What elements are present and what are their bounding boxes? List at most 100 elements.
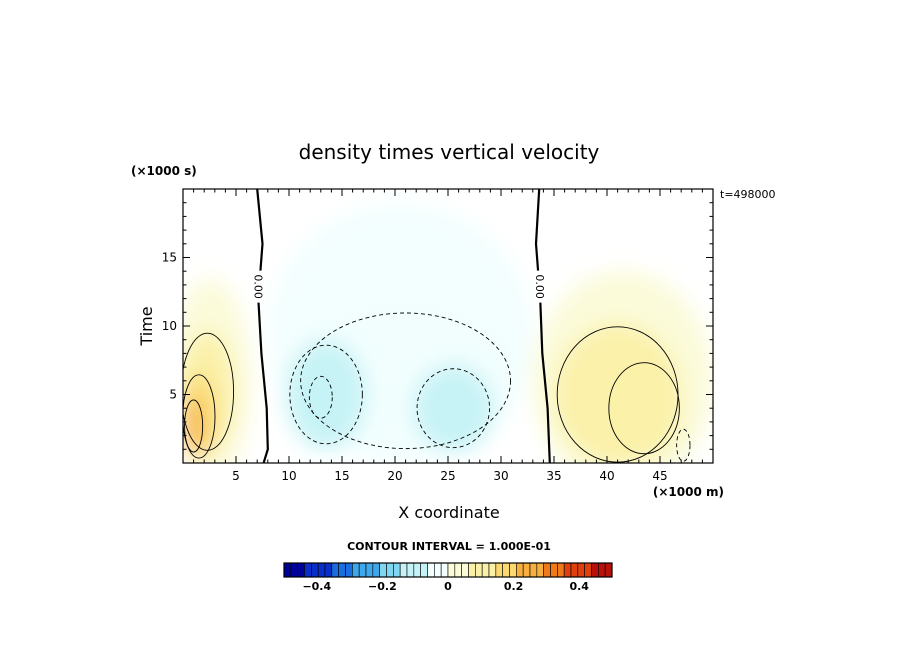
x-unit-label: (×1000 m): [653, 485, 724, 499]
zero-contour-0: [256, 189, 269, 463]
x-axis-label: X coordinate: [398, 503, 499, 522]
colorbar-cell-20: [420, 562, 428, 578]
colorbar-cell-9: [345, 562, 353, 578]
x-tick-label-15: 15: [334, 469, 349, 483]
colorbar-cell-11: [358, 562, 367, 578]
colorbar-cell-18: [406, 562, 415, 578]
colorbar-cell-13: [372, 562, 380, 578]
x-tick-label-30: 30: [493, 469, 508, 483]
plot-area: [183, 189, 713, 463]
positive-contour-3: [184, 399, 204, 453]
positive-contour-6: [608, 362, 680, 455]
colorbar-tick-label-3: 0.2: [504, 580, 524, 593]
x-tick-label-10: 10: [281, 469, 296, 483]
colorbar-cell-14: [379, 562, 387, 578]
colorbar-frame: [283, 562, 613, 578]
colorbar-cell-34: [516, 562, 524, 578]
colorbar-cell-35: [522, 562, 531, 578]
colorbar-tick-label-0: −0.4: [302, 580, 331, 593]
y-tick-label-5: 5: [169, 388, 177, 402]
colorbar-cell-0: [283, 562, 292, 578]
colorbar-cell-26: [461, 562, 469, 578]
colorbar-tick-label-2: 0: [444, 580, 452, 593]
colorbar-tick-label-1: −0.2: [368, 580, 397, 593]
colorbar-cell-36: [529, 562, 538, 578]
colorbar-tick-labels: −0.4 −0.2 0 0.2 0.4: [302, 580, 589, 593]
x-tick-label-25: 25: [440, 469, 455, 483]
x-tick-label-5: 5: [232, 469, 240, 483]
field-region-12: [607, 360, 682, 457]
zero-label-bg-0: [251, 270, 266, 303]
zero-contour-label-0: 0.00: [251, 274, 264, 299]
y-tick-label-10: 10: [162, 319, 177, 333]
field-region-9: [184, 398, 204, 454]
colorbar-cell-43: [577, 562, 585, 578]
colorbar-cell-40: [557, 562, 565, 578]
negative-contour-1: [300, 312, 511, 450]
colorbar-cell-19: [413, 562, 421, 578]
colorbar-cell-29: [481, 562, 490, 578]
colorbar-cell-44: [584, 562, 592, 578]
negative-contour-3: [416, 368, 491, 449]
colorbar-cell-38: [543, 562, 551, 578]
colorbar-cell-47: [604, 562, 613, 578]
colorbar-cell-24: [447, 562, 456, 578]
x-tick-label-40: 40: [599, 469, 614, 483]
colorbar-cell-46: [598, 562, 606, 578]
colorbar-cell-2: [297, 562, 305, 578]
zero-label-bg-1: [533, 270, 548, 303]
x-tick-label-20: 20: [387, 469, 402, 483]
negative-contour-5: [676, 428, 691, 462]
color-fill-layer: [183, 202, 713, 463]
colorbar-cell-16: [393, 562, 401, 578]
colorbar-cell-12: [365, 562, 374, 578]
colorbar-cell-21: [427, 562, 435, 578]
colorbar-cell-25: [454, 562, 462, 578]
colorbar-cell-41: [563, 562, 572, 578]
x-tick-label-45: 45: [652, 469, 667, 483]
positive-contour-2: [183, 374, 216, 459]
contour-interval-label: CONTOUR INTERVAL = 1.000E-01: [347, 540, 551, 553]
colorbar-cell-39: [550, 562, 558, 578]
zero-contour-1: [534, 189, 551, 463]
colorbar-cell-17: [399, 562, 408, 578]
colorbar-cell-10: [352, 562, 360, 578]
colorbar-cell-42: [570, 562, 579, 578]
chart-title: density times vertical velocity: [299, 140, 600, 164]
colorbar-cell-31: [495, 562, 503, 578]
colorbar: [283, 562, 613, 578]
colorbar-cell-1: [290, 562, 298, 578]
x-tick-label-35: 35: [546, 469, 561, 483]
time-label: t=498000: [720, 188, 776, 201]
colorbar-cell-27: [468, 562, 476, 578]
zero-contour-label-1: 0.00: [533, 274, 546, 299]
field-region-3: [413, 364, 494, 453]
field-region-4: [308, 373, 334, 421]
zero-contour-labels: 0.00 0.00: [251, 270, 548, 303]
colorbar-cell-33: [509, 562, 517, 578]
y-axis-ticks: 5 10 15: [162, 188, 713, 464]
colorbar-cell-23: [440, 562, 449, 578]
positive-contour-1: [183, 332, 235, 451]
colorbar-cell-7: [331, 562, 339, 578]
colorbar-tick-label-4: 0.4: [569, 580, 589, 593]
colorbar-cell-8: [338, 562, 346, 578]
colorbar-cell-30: [488, 562, 497, 578]
colorbar-cell-22: [434, 562, 442, 578]
negative-contour-4: [308, 375, 333, 419]
x-axis-ticks: 5 10 15 20 25 30 35 40 45: [182, 189, 714, 483]
y-unit-label: (×1000 s): [131, 164, 197, 178]
colorbar-cell-37: [536, 562, 544, 578]
colorbar-cell-32: [502, 562, 510, 578]
contour-lines-layer: [183, 189, 691, 463]
colorbar-cell-15: [386, 562, 394, 578]
colorbar-cell-4: [311, 562, 319, 578]
colorbar-cell-28: [475, 562, 483, 578]
y-tick-label-15: 15: [162, 251, 177, 265]
colorbar-cell-3: [304, 562, 312, 578]
colorbar-cell-5: [317, 562, 326, 578]
negative-contour-2: [289, 344, 363, 445]
colorbar-cell-45: [591, 562, 599, 578]
y-axis-label: Time: [137, 306, 156, 346]
